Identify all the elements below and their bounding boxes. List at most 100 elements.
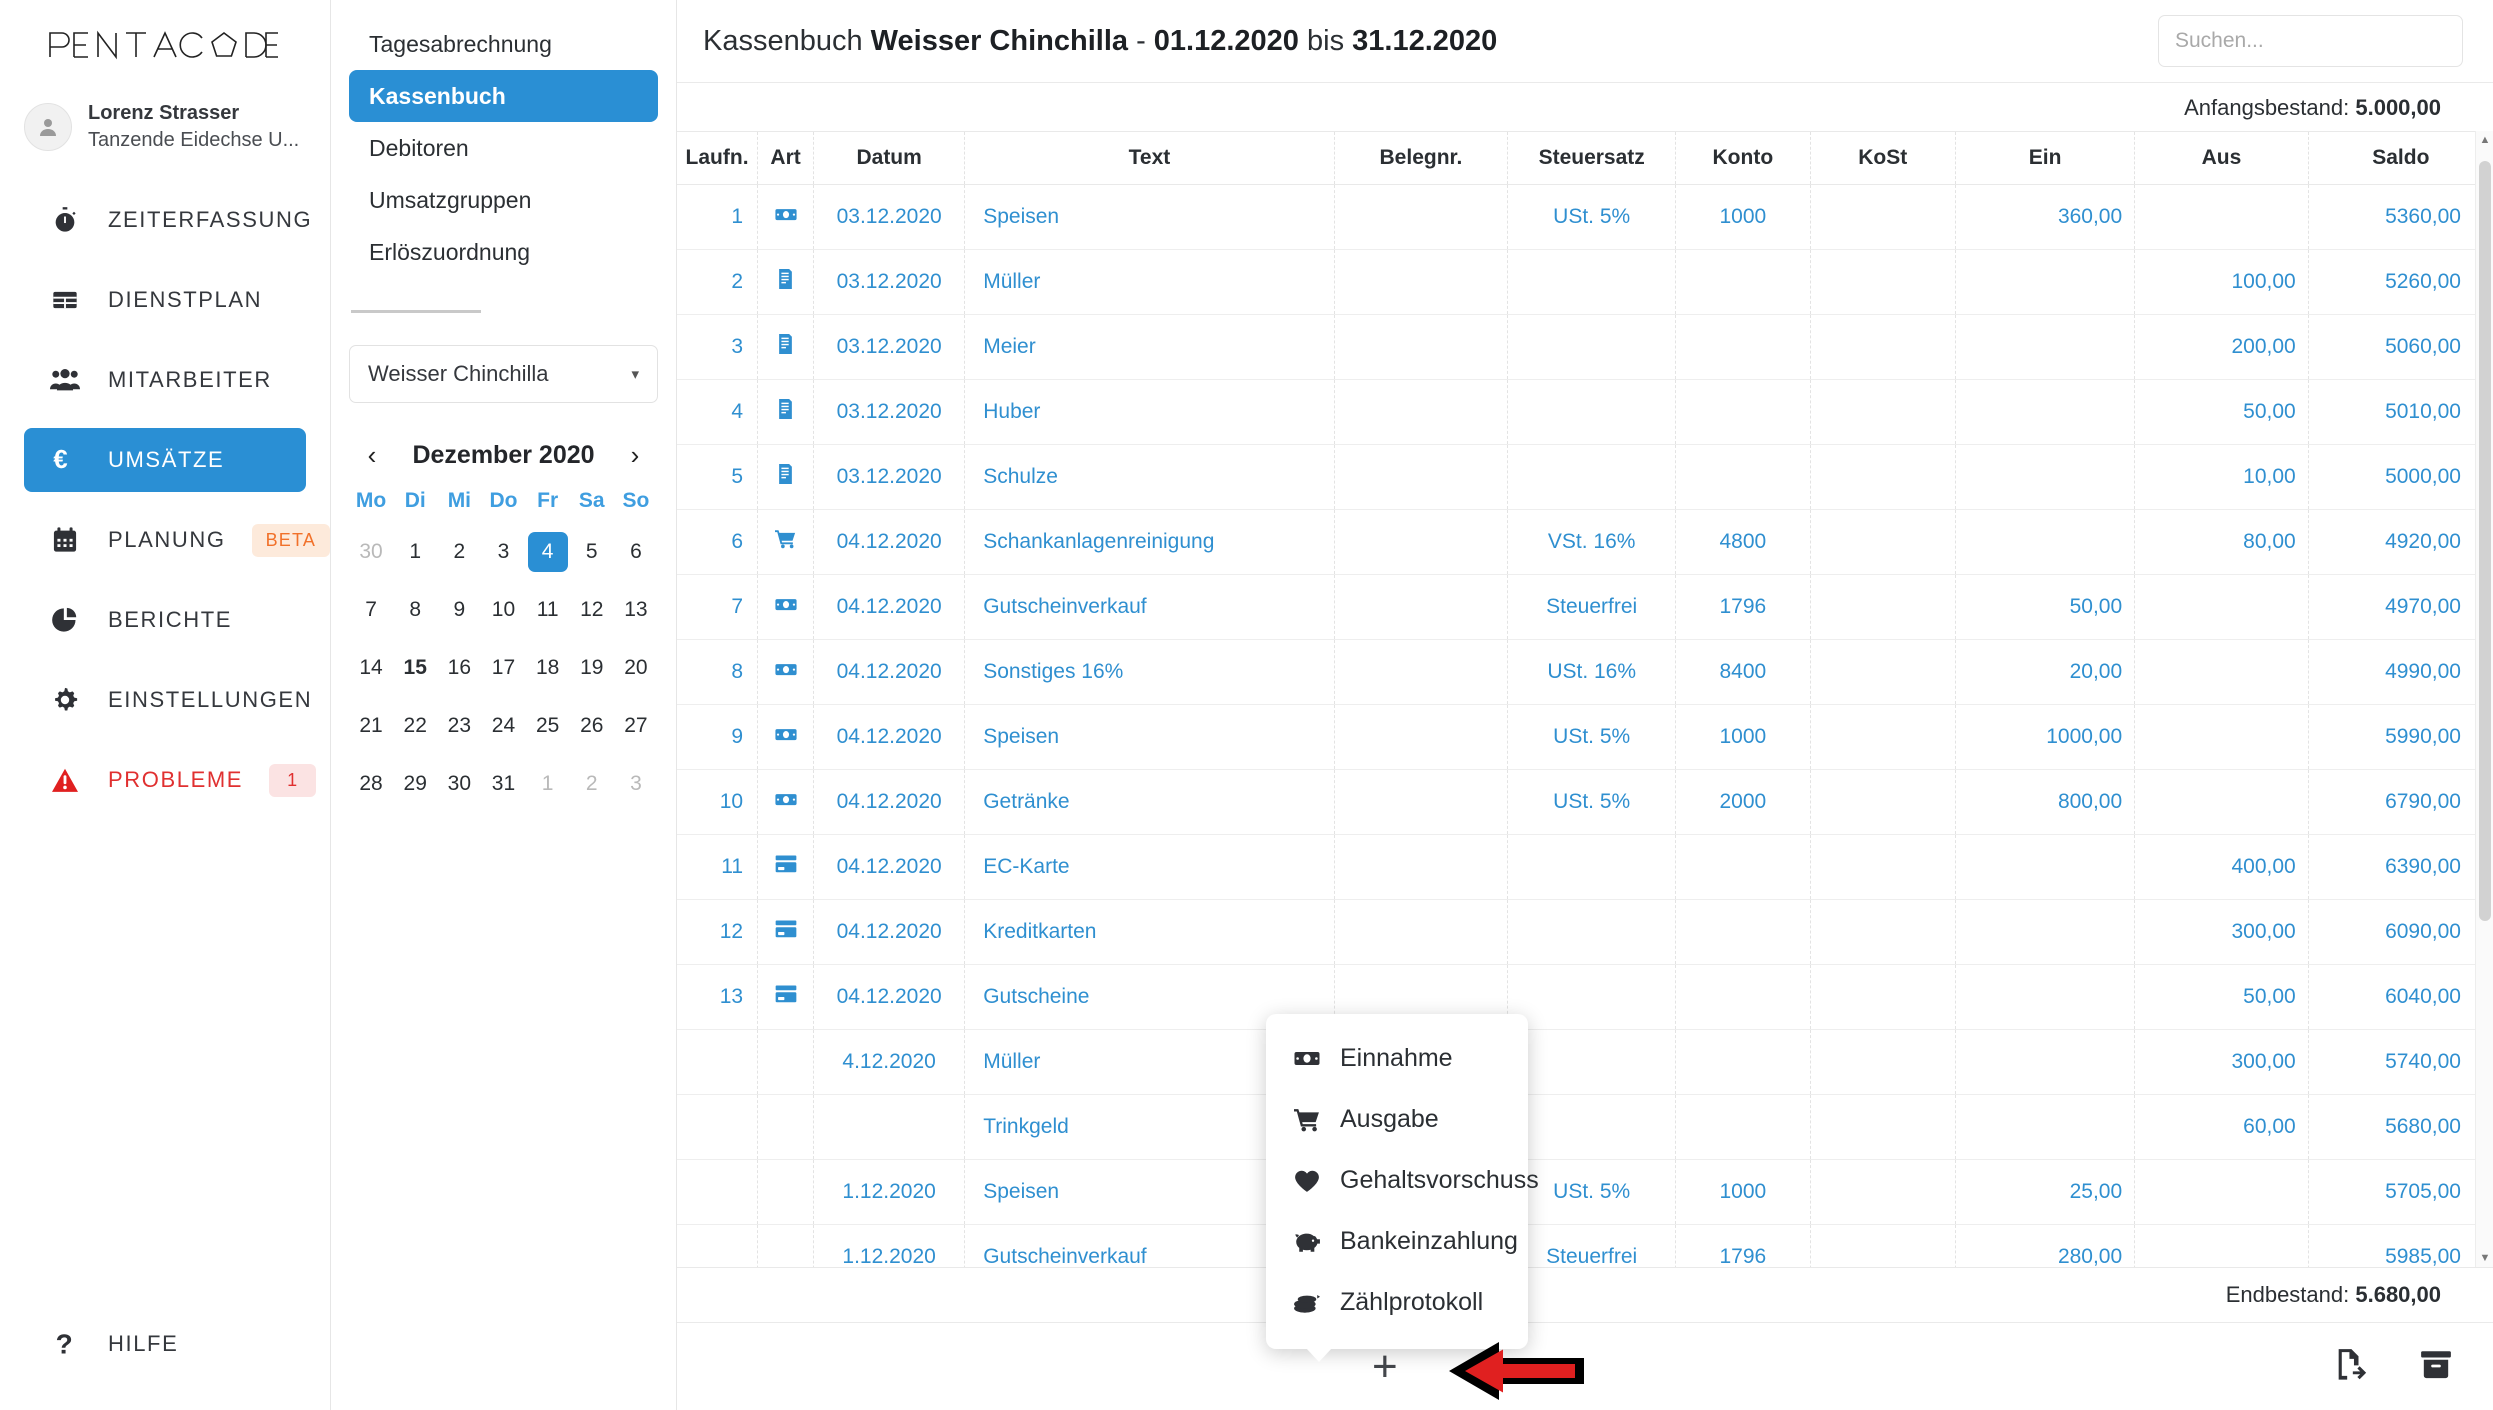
table-row[interactable]: 3 03.12.2020 Meier 200,00 5060,00 (677, 314, 2493, 380)
scroll-up-icon[interactable]: ▲ (2479, 134, 2491, 146)
calendar-day[interactable]: 29 (393, 755, 437, 813)
calendar-day[interactable]: 10 (481, 581, 525, 639)
calendar-day[interactable]: 17 (481, 639, 525, 697)
menu-item-ausgabe[interactable]: Ausgabe (1266, 1089, 1528, 1150)
table-row[interactable]: 2 03.12.2020 Müller 100,00 5260,00 (677, 249, 2493, 315)
sidebar-item-hilfe[interactable]: ? HILFE (24, 1312, 306, 1376)
calendar-day[interactable]: 20 (614, 639, 658, 697)
subnav-item-umsatzgruppen[interactable]: Umsatzgruppen (369, 186, 532, 213)
table-row[interactable]: 8 04.12.2020 Sonstiges 16% USt. 16% 8400 20,0… (677, 639, 2493, 705)
column-header-saldo[interactable]: Saldo (2307, 131, 2493, 185)
user-profile[interactable]: Lorenz Strasser Tanzende Eidechse U... (0, 78, 330, 164)
column-header-laufn[interactable]: Laufn. (677, 131, 758, 185)
column-header-text[interactable]: Text (964, 131, 1335, 185)
table-row[interactable]: 1.12.2020 Gutscheinverkauf Steuerfrei 1796 2… (677, 1224, 2493, 1267)
menu-item-zaehlprotokoll[interactable]: Zählprotokoll (1266, 1272, 1528, 1333)
calendar-day[interactable]: 19 (570, 639, 614, 697)
table-row[interactable]: 1.12.2020 Speisen USt. 5% 1000 25,00 5705,00 (677, 1159, 2493, 1225)
brand-logo[interactable] (0, 0, 330, 78)
calendar-day[interactable]: 2 (437, 523, 481, 581)
table-row[interactable]: Trinkgeld 60,00 5680,00 (677, 1094, 2493, 1160)
menu-item-gehaltsvorschuss[interactable]: Gehaltsvorschuss (1266, 1150, 1539, 1211)
calendar-day[interactable]: 3 (614, 755, 658, 813)
cell-datum: 1.12.2020 (813, 1224, 965, 1267)
search-input[interactable] (2175, 29, 2446, 53)
calendar-day[interactable]: 24 (481, 697, 525, 755)
table-row[interactable]: 12 04.12.2020 Kreditkarten 300,00 6090,00 (677, 899, 2493, 965)
subnav-item-tagesabrechnung[interactable]: Tagesabrechnung (369, 30, 552, 57)
calendar-day[interactable]: 16 (437, 639, 481, 697)
sidebar-item-dienstplan[interactable]: DIENSTPLAN (24, 268, 306, 332)
calendar-day[interactable]: 18 (526, 639, 570, 697)
sidebar-item-mitarbeiter[interactable]: MITARBEITER (24, 348, 306, 412)
sidebar-item-probleme[interactable]: PROBLEME 1 (24, 748, 317, 812)
calendar-day[interactable]: 7 (349, 581, 393, 639)
venue-select[interactable]: Weisser Chinchilla ▾ (349, 345, 658, 403)
calendar-day[interactable]: 11 (526, 581, 570, 639)
calendar-day[interactable]: 31 (481, 755, 525, 813)
calendar-day[interactable]: 3 (481, 523, 525, 581)
column-header-art[interactable]: Art (757, 131, 814, 185)
sidebar-item-einstellungen[interactable]: EINSTELLUNGEN (24, 668, 311, 732)
calendar-day[interactable]: 28 (349, 755, 393, 813)
table-row[interactable]: 11 04.12.2020 EC-Karte 400,00 6390,00 (677, 834, 2493, 900)
subnav-item-kassenbuch[interactable]: Kassenbuch (349, 70, 658, 122)
add-entry-button[interactable]: + (1372, 1341, 1398, 1391)
table-row[interactable]: 9 04.12.2020 Speisen USt. 5% 1000 1000,00 5990… (677, 704, 2493, 770)
cell-kost (1809, 184, 1956, 250)
calendar-day[interactable]: 30 (437, 755, 481, 813)
calendar-day[interactable]: 26 (570, 697, 614, 755)
cell-datum: 03.12.2020 (813, 379, 965, 445)
calendar-day[interactable]: 27 (614, 697, 658, 755)
menu-item-bankeinzahlung[interactable]: Bankeinzahlung (1266, 1211, 1528, 1272)
column-header-ein[interactable]: Ein (1955, 131, 2135, 185)
sidebar-item-umsaetze[interactable]: € UMSÄTZE (24, 428, 306, 492)
calendar-day[interactable]: 6 (614, 523, 658, 581)
calendar-next-month-button[interactable]: › (630, 439, 640, 470)
calendar-day[interactable]: 9 (437, 581, 481, 639)
calendar-day[interactable]: 1 (526, 755, 570, 813)
calendar-day[interactable]: 22 (393, 697, 437, 755)
subnav-item-erloeszuordnung[interactable]: Erlöszuordnung (369, 238, 531, 265)
column-header-aus[interactable]: Aus (2134, 131, 2309, 185)
table-row[interactable]: 10 04.12.2020 Getränke USt. 5% 2000 800,00 679… (677, 769, 2493, 835)
calendar-day[interactable]: 5 (570, 523, 614, 581)
scroll-down-icon[interactable]: ▼ (2479, 1252, 2491, 1264)
calendar-day[interactable]: 30 (349, 523, 393, 581)
cell-aus: 10,00 (2134, 444, 2309, 510)
sidebar-item-zeiterfassung[interactable]: ZEITERFASSUNG (24, 188, 311, 252)
subnav-item-debitoren[interactable]: Debitoren (369, 134, 469, 161)
table-row[interactable]: 4 03.12.2020 Huber 50,00 5010,00 (677, 379, 2493, 445)
table-scrollbar[interactable]: ▲ ▼ (2475, 131, 2493, 1267)
calendar-day[interactable]: 13 (614, 581, 658, 639)
table-row[interactable]: 4.12.2020 Müller 300,00 5740,00 (677, 1029, 2493, 1095)
calendar-day[interactable]: 4 (526, 523, 570, 581)
calendar-day[interactable]: 1 (393, 523, 437, 581)
table-row[interactable]: 5 03.12.2020 Schulze 10,00 5000,00 (677, 444, 2493, 510)
calendar-day[interactable]: 8 (393, 581, 437, 639)
column-header-datum[interactable]: Datum (813, 131, 965, 185)
calendar-day[interactable]: 21 (349, 697, 393, 755)
table-row[interactable]: 13 04.12.2020 Gutscheine 50,00 6040,00 (677, 964, 2493, 1030)
calendar-day[interactable]: 25 (526, 697, 570, 755)
calendar-prev-month-button[interactable]: ‹ (367, 439, 377, 470)
column-header-steuersatz[interactable]: Steuersatz (1507, 131, 1676, 185)
table-row[interactable]: 1 03.12.2020 Speisen USt. 5% 1000 360,00 5360,… (677, 184, 2493, 250)
calendar-day[interactable]: 2 (570, 755, 614, 813)
search-box[interactable] (2158, 15, 2463, 67)
table-row[interactable]: 7 04.12.2020 Gutscheinverkauf Steuerfrei 179… (677, 574, 2493, 640)
file-export-icon[interactable] (2333, 1347, 2367, 1386)
archive-icon[interactable] (2419, 1347, 2453, 1386)
scrollbar-thumb[interactable] (2479, 161, 2491, 921)
calendar-day[interactable]: 15 (393, 639, 437, 697)
table-row[interactable]: 6 04.12.2020 Schankanlagenreinigung VSt. 16… (677, 509, 2493, 575)
calendar-day[interactable]: 23 (437, 697, 481, 755)
sidebar-item-berichte[interactable]: BERICHTE (24, 588, 306, 652)
column-header-belegnr[interactable]: Belegnr. (1333, 131, 1508, 185)
menu-item-einnahme[interactable]: Einnahme (1266, 1028, 1528, 1089)
column-header-konto[interactable]: Konto (1675, 131, 1810, 185)
sidebar-item-planung[interactable]: PLANUNG BETA (24, 508, 331, 572)
calendar-day[interactable]: 12 (570, 581, 614, 639)
column-header-kost[interactable]: KoSt (1809, 131, 1956, 185)
calendar-day[interactable]: 14 (349, 639, 393, 697)
